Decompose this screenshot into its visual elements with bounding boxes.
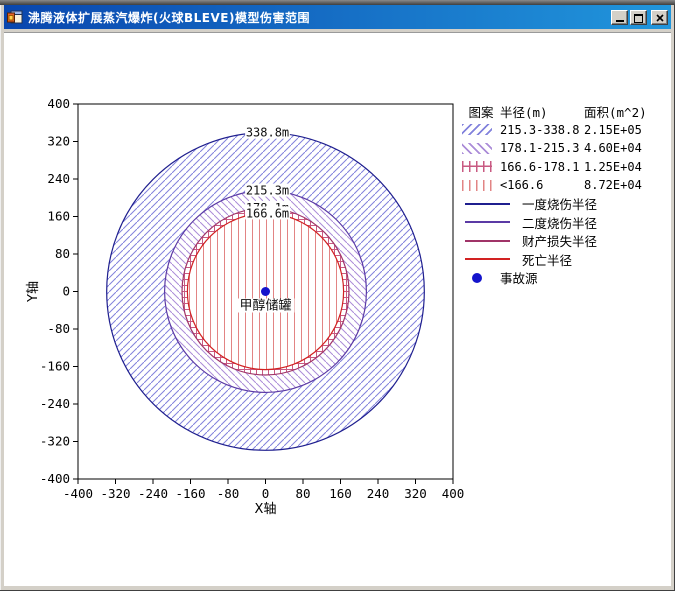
window-controls (609, 9, 668, 25)
hatch-swatch-cross (462, 161, 492, 173)
radius-line-swatch (465, 239, 510, 242)
legend-header: 图案 半径(m) 面积(m^2) (462, 102, 668, 121)
legend-hatch-row: <166.6 8.72E+04 (462, 176, 668, 195)
svg-text:240: 240 (367, 486, 390, 501)
svg-text:215.3m: 215.3m (246, 184, 289, 198)
close-button[interactable] (651, 9, 668, 25)
svg-text:400: 400 (442, 486, 465, 501)
legend-area-value: 4.60E+04 (584, 141, 642, 156)
legend-area-value: 2.15E+05 (584, 122, 642, 137)
svg-text:160: 160 (329, 486, 352, 501)
legend-area-value: 8.72E+04 (584, 178, 642, 193)
window-title: 沸腾液体扩展蒸汽爆炸(火球BLEVE)模型伤害范围 (28, 10, 310, 25)
legend-line-label: 死亡半径 (522, 252, 573, 268)
source-label-bg (236, 298, 295, 313)
legend-radius-range: 178.1-215.3 (500, 141, 580, 156)
svg-text:166.6m: 166.6m (246, 206, 289, 220)
svg-text:320: 320 (404, 486, 427, 501)
chart-canvas: -400 -320 -240 -160 -80 0 80 160 240 320 400 -400 -3… (4, 32, 671, 586)
svg-text:-160: -160 (175, 486, 205, 501)
axes-ticks: -400 -320 -240 -160 -80 0 80 160 240 320 400 -400 -3… (40, 96, 464, 501)
radius-line-swatch (465, 258, 510, 261)
hatch-swatch-diag_down (462, 142, 492, 154)
legend-hatch-row: 178.1-215.3 4.60E+04 (462, 139, 668, 158)
svg-text:0: 0 (262, 486, 270, 501)
svg-text:160: 160 (47, 209, 70, 224)
legend-hatch-row: 215.3-338.8 2.15E+05 (462, 121, 668, 140)
legend-col-radius: 半径(m) (500, 104, 548, 120)
minimize-icon (615, 19, 624, 22)
legend-radius-range: 215.3-338.8 (500, 122, 580, 137)
svg-text:-80: -80 (217, 486, 240, 501)
legend-source-row: 事故源 (462, 269, 668, 288)
chart-legend: 图案 半径(m) 面积(m^2) 215.3-338.8 2.15E+05 178.… (462, 102, 668, 287)
legend-area-value: 1.25E+04 (584, 159, 642, 174)
svg-text:80: 80 (295, 486, 310, 501)
legend-col-pattern: 图案 (468, 104, 494, 120)
legend-hatch-row: 166.6-178.1 1.25E+04 (462, 158, 668, 177)
svg-text:-400: -400 (40, 471, 70, 486)
hatch-swatch-vertical (462, 179, 492, 191)
svg-text:-240: -240 (40, 396, 70, 411)
accident-source-marker (261, 287, 270, 296)
legend-rows: 215.3-338.8 2.15E+05 178.1-215.3 4.60E+04 16… (462, 121, 668, 288)
svg-text:-320: -320 (40, 434, 70, 449)
svg-text:-320: -320 (100, 486, 130, 501)
y-axis-title: Y轴 (26, 281, 41, 303)
legend-source-label: 事故源 (500, 271, 538, 287)
legend-line-label: 财产损失半径 (522, 234, 598, 250)
svg-text:320: 320 (47, 134, 70, 149)
hatch-swatch-diag_up (462, 124, 492, 136)
legend-radius-range: 166.6-178.1 (500, 159, 580, 174)
legend-line-row: 二度烧伤半径 (462, 213, 668, 232)
svg-text:338.8m: 338.8m (246, 126, 289, 140)
source-label: 甲醇储罐 (239, 298, 291, 314)
minimize-button[interactable] (611, 9, 628, 25)
svg-text:400: 400 (47, 96, 70, 111)
svg-text:-160: -160 (40, 359, 70, 374)
svg-text:0: 0 (62, 284, 70, 299)
radius-line-swatch (465, 221, 510, 224)
app-icon (7, 10, 23, 25)
legend-line-label: 二度烧伤半径 (522, 215, 598, 231)
titlebar[interactable]: 沸腾液体扩展蒸汽爆炸(火球BLEVE)模型伤害范围 (4, 5, 671, 29)
accident-source-dot-icon (472, 272, 482, 283)
svg-text:80: 80 (55, 246, 70, 261)
hazard-chart: -400 -320 -240 -160 -80 0 80 160 240 320 400 -400 -3… (26, 96, 464, 517)
svg-text:-240: -240 (138, 486, 168, 501)
legend-line-label: 一度烧伤半径 (522, 197, 598, 213)
legend-radius-range: <166.6 (500, 178, 544, 193)
legend-line-row: 死亡半径 (462, 250, 668, 269)
svg-text:240: 240 (47, 171, 70, 186)
maximize-icon (634, 13, 643, 23)
maximize-button[interactable] (630, 9, 647, 25)
legend-col-area: 面积(m^2) (584, 104, 647, 120)
x-axis-title: X轴 (255, 502, 277, 517)
legend-line-row: 财产损失半径 (462, 232, 668, 251)
svg-text:-80: -80 (47, 321, 70, 336)
close-icon (655, 13, 664, 22)
legend-line-row: 一度烧伤半径 (462, 195, 668, 214)
radius-line-swatch (465, 202, 510, 205)
svg-text:-400: -400 (63, 486, 93, 501)
window-top-border (0, 0, 675, 5)
